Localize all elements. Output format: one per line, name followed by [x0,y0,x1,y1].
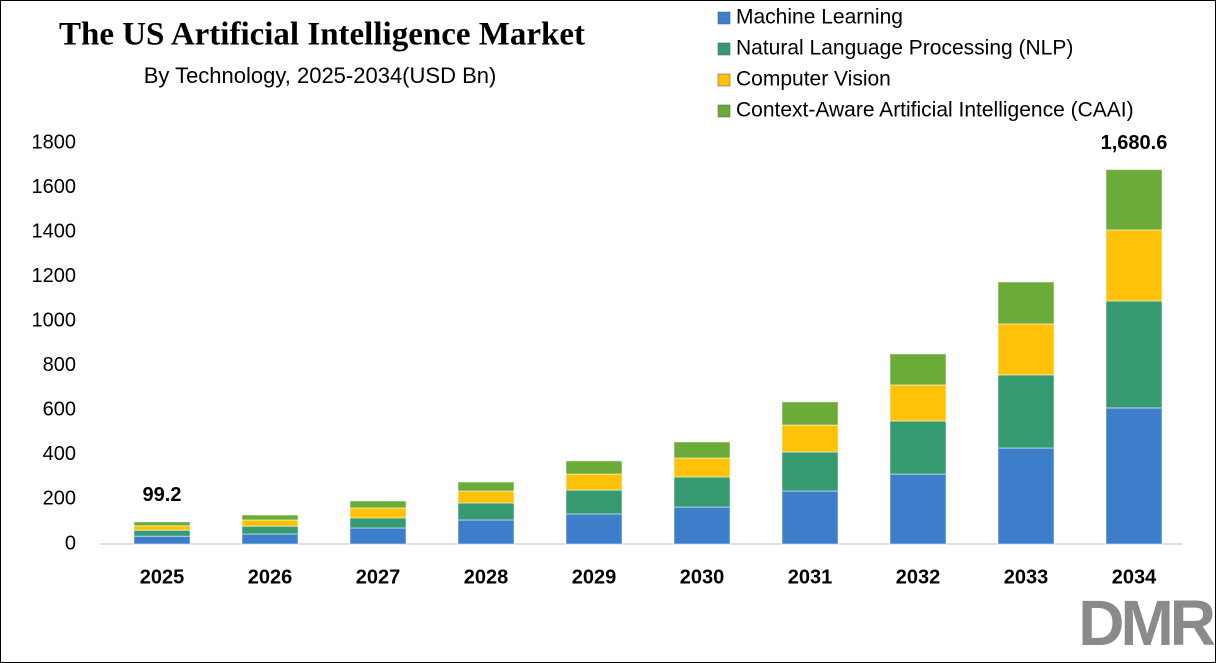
x-tick-label: 2034 [1112,566,1157,588]
x-tick-label: 2025 [140,566,185,588]
bar-segment [241,533,299,545]
bar-segment [349,500,407,509]
bar-segment [565,513,623,545]
x-tick-label: 2027 [356,566,401,588]
bar-segment [349,517,407,529]
bar-segment [673,441,731,459]
bar-segment [349,507,407,519]
x-tick-label: 2032 [896,566,941,588]
bar-segment [781,490,839,545]
bar-segment [457,519,515,545]
y-tick-label: 400 [43,443,76,465]
x-tick-label: 2033 [1004,566,1049,588]
bar-segment [457,490,515,504]
bar-segment [133,521,191,527]
legend-swatch [717,11,731,25]
bar-segment [457,481,515,492]
total-label: 1,680.6 [1101,132,1168,154]
bar-segment [241,514,299,521]
x-tick-label: 2028 [464,566,509,588]
bar-segment [889,420,947,475]
total-label: 99.2 [143,484,182,506]
legend-label: Machine Learning [736,6,903,29]
bar-segment [1105,407,1163,545]
bar-segment [1105,169,1163,231]
y-tick-label: 600 [43,399,76,421]
bar-segment [133,535,191,545]
y-tick-label: 1400 [32,220,77,242]
bar-segment [997,281,1055,325]
bar-segment [673,457,731,478]
bar-segment [997,447,1055,545]
x-tick-label: 2026 [248,566,293,588]
chart-title: The US Artificial Intelligence Market [59,17,585,53]
y-tick-label: 200 [43,488,76,510]
y-tick-label: 1200 [32,265,77,287]
bar-segment [781,451,839,492]
bar-segment [241,519,299,527]
legend-swatch [717,104,731,118]
legend-swatch [717,42,731,56]
bar-segment [133,525,191,531]
bar-segment [889,384,947,422]
bar-segment [1105,229,1163,302]
y-tick-label: 1000 [32,310,77,332]
bar-segment [673,506,731,545]
chart-subtitle: By Technology, 2025-2034(USD Bn) [144,63,497,88]
bar-segment [241,525,299,535]
y-tick-label: 800 [43,354,76,376]
bar-segment [349,527,407,545]
bar-segment [565,489,623,515]
bar-segment [457,502,515,521]
bar-segment [781,401,839,426]
legend-label: Context-Aware Artificial Intelligence (C… [736,99,1134,122]
bar-segment [565,460,623,475]
bar-segment [889,353,947,386]
legend-label: Natural Language Processing (NLP) [736,37,1073,60]
bar-segment [781,424,839,453]
bar-segment [889,473,947,545]
bar-segment [673,476,731,508]
y-tick-label: 0 [65,532,76,554]
x-tick-label: 2031 [788,566,833,588]
x-tick-label: 2030 [680,566,725,588]
legend-swatch [717,73,731,87]
y-tick-label: 1600 [32,176,77,198]
bar-segment [565,473,623,491]
bar-segment [997,374,1055,449]
bar-segment [133,529,191,537]
y-tick-label: 1800 [32,131,77,153]
x-tick-label: 2029 [572,566,617,588]
bar-segment [997,323,1055,376]
logo: DMR [1078,587,1215,659]
legend-label: Computer Vision [736,68,891,91]
bar-segment [1105,300,1163,409]
